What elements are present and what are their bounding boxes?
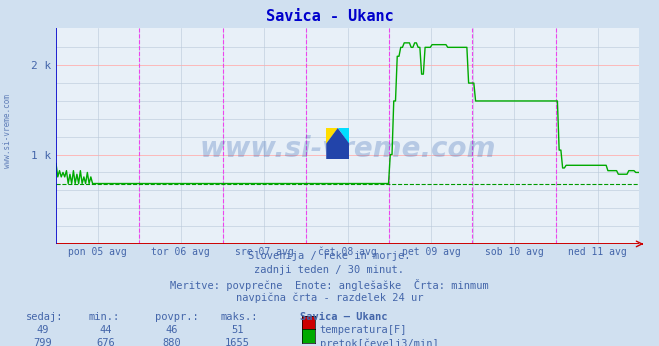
Text: 49: 49 xyxy=(37,325,49,335)
Text: 676: 676 xyxy=(96,338,115,346)
Text: maks.:: maks.: xyxy=(221,312,258,322)
Text: www.si-vreme.com: www.si-vreme.com xyxy=(200,135,496,163)
Text: Meritve: povprečne  Enote: anglešaške  Črta: minmum: Meritve: povprečne Enote: anglešaške Črt… xyxy=(170,279,489,291)
Text: Slovenija / reke in morje.: Slovenija / reke in morje. xyxy=(248,251,411,261)
Text: 1655: 1655 xyxy=(225,338,250,346)
Text: min.:: min.: xyxy=(89,312,120,322)
Text: Savica – Ukanc: Savica – Ukanc xyxy=(300,312,387,322)
Polygon shape xyxy=(326,128,338,144)
Polygon shape xyxy=(326,128,349,159)
Text: 46: 46 xyxy=(165,325,177,335)
Text: sedaj:: sedaj: xyxy=(26,312,64,322)
Polygon shape xyxy=(338,128,349,144)
Text: navpična črta - razdelek 24 ur: navpična črta - razdelek 24 ur xyxy=(236,292,423,303)
Text: 880: 880 xyxy=(162,338,181,346)
Text: 51: 51 xyxy=(231,325,243,335)
Text: www.si-vreme.com: www.si-vreme.com xyxy=(3,94,13,169)
Text: povpr.:: povpr.: xyxy=(155,312,198,322)
Text: Savica - Ukanc: Savica - Ukanc xyxy=(266,9,393,24)
Text: pretok[čevelj3/min]: pretok[čevelj3/min] xyxy=(320,338,438,346)
Text: 799: 799 xyxy=(34,338,52,346)
Text: temperatura[F]: temperatura[F] xyxy=(320,325,407,335)
Text: zadnji teden / 30 minut.: zadnji teden / 30 minut. xyxy=(254,265,405,275)
Text: 44: 44 xyxy=(100,325,111,335)
